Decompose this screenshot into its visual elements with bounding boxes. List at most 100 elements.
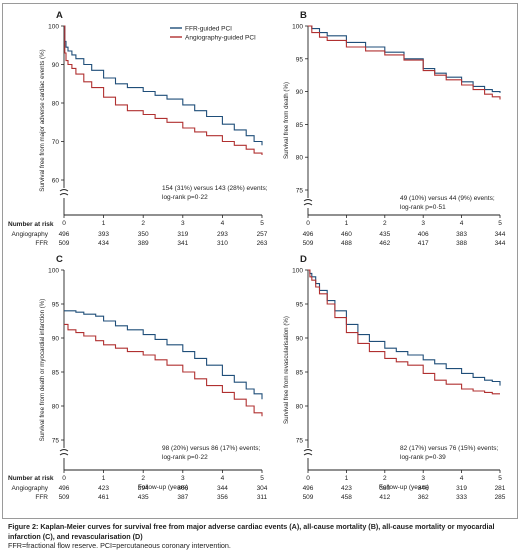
panel-d-risk-value: 458 bbox=[341, 494, 352, 501]
figure-frame bbox=[2, 3, 518, 519]
panel-d-x-tick-label: 3 bbox=[421, 475, 425, 482]
panel-d-x-axis-label: Follow-up (years) bbox=[379, 484, 429, 491]
panel-c-risk-value: 496 bbox=[59, 485, 70, 492]
panel-a-y-tick-label: 90 bbox=[52, 62, 60, 69]
panel-d-y-tick-label: 95 bbox=[296, 302, 304, 309]
panel-b-x-tick-label: 3 bbox=[421, 220, 425, 227]
panel-d-label: D bbox=[300, 254, 307, 265]
panel-a-risk-value: 310 bbox=[217, 240, 228, 247]
panel-a-x-tick-label: 5 bbox=[260, 220, 264, 227]
panel-d-risk-value: 285 bbox=[495, 494, 506, 501]
panel-b-annotation-line: 49 (10%) versus 44 (9%) events; bbox=[400, 195, 495, 202]
panel-a-y-tick-label: 100 bbox=[48, 24, 59, 31]
panel-b-risk-value: 462 bbox=[379, 240, 390, 247]
panel-d-annotation-line: log-rank p=0·39 bbox=[400, 454, 446, 461]
panel-c-y-tick-label: 85 bbox=[52, 370, 60, 377]
legend-label-angiography: Angiography-guided PCI bbox=[185, 35, 256, 42]
panel-b-risk-value: 388 bbox=[456, 240, 467, 247]
panel-b-y-tick-label: 75 bbox=[296, 188, 304, 195]
panel-c-label: C bbox=[56, 254, 63, 265]
panel-a-y-tick-label: 60 bbox=[52, 178, 60, 185]
panel-c-risk-value: 435 bbox=[138, 494, 149, 501]
panel-c-risk-value: 344 bbox=[217, 485, 228, 492]
panel-c-risk-value: 311 bbox=[257, 494, 268, 501]
panel-a-risk-value: 350 bbox=[138, 231, 149, 238]
panel-a-annotation-line: 154 (31%) versus 143 (28%) events; bbox=[162, 185, 268, 192]
panel-c-x-tick-label: 1 bbox=[102, 475, 106, 482]
panel-a-y-tick-label: 70 bbox=[52, 139, 60, 146]
panel-c-y-tick-label: 100 bbox=[48, 268, 59, 275]
panel-a-risk-value: 389 bbox=[138, 240, 149, 247]
panel-a-axis-break bbox=[59, 189, 69, 196]
panel-a-series-ffr-line bbox=[64, 25, 263, 146]
panel-d-y-axis-label: Survival free from revascularisation (%) bbox=[283, 316, 290, 424]
figure-caption: Figure 2: Kaplan-Meier curves for surviv… bbox=[8, 522, 514, 551]
panel-a-label: A bbox=[56, 10, 63, 21]
panel-c-risk-value: 387 bbox=[177, 494, 188, 501]
panel-a-series-angiography-line bbox=[64, 25, 263, 155]
panel-a-risk-value: 293 bbox=[217, 231, 228, 238]
panel-c-axis-break bbox=[59, 449, 69, 456]
panel-b-risk-value: 460 bbox=[341, 231, 352, 238]
panel-d-y-tick-label: 80 bbox=[296, 404, 304, 411]
risk-row-label: FFR bbox=[35, 240, 48, 247]
panel-c-x-tick-label: 2 bbox=[141, 475, 145, 482]
panel-c-risk-value: 394 bbox=[138, 485, 149, 492]
panel-c-y-axis-label: Survival free from death or myocardial i… bbox=[39, 299, 46, 442]
panel-c-risk-value: 423 bbox=[98, 485, 109, 492]
panel-c-y-tick-label: 90 bbox=[52, 336, 60, 343]
risk-row-label: FFR bbox=[35, 494, 48, 501]
caption-note: FFR=fractional flow reserve. PCI=percuta… bbox=[8, 541, 231, 551]
panel-d-series-angiography-line bbox=[308, 269, 500, 395]
panel-d-annotation-line: 82 (17%) versus 76 (15%) events; bbox=[400, 445, 498, 452]
panel-a-risk-value: 341 bbox=[177, 240, 188, 247]
panel-a-risk-value: 263 bbox=[257, 240, 268, 247]
panel-a-x-tick-label: 1 bbox=[102, 220, 106, 227]
panel-b-label: B bbox=[300, 10, 307, 21]
panel-d-risk-value: 281 bbox=[495, 485, 506, 492]
panel-d-x-tick-label: 1 bbox=[345, 475, 349, 482]
panel-b-annotation-line: log-rank p=0·51 bbox=[400, 204, 446, 211]
panel-a-risk-value: 509 bbox=[59, 240, 70, 247]
panel-b-risk-value: 509 bbox=[303, 240, 314, 247]
panel-a-annotation-line: log-rank p=0·22 bbox=[162, 194, 208, 201]
panel-c-annotation-line: 98 (20%) versus 86 (17%) events; bbox=[162, 445, 260, 452]
panel-d-x-tick-label: 0 bbox=[306, 475, 310, 482]
panel-b-risk-value: 417 bbox=[418, 240, 429, 247]
panel-b-y-axis-label: Survival free from death (%) bbox=[283, 82, 290, 159]
panel-b-x-tick-label: 1 bbox=[345, 220, 349, 227]
panel-b-y-tick-label: 95 bbox=[296, 56, 304, 63]
panel-d-risk-value: 423 bbox=[341, 485, 352, 492]
panel-c-x-tick-label: 4 bbox=[221, 475, 225, 482]
panel-b-risk-value: 344 bbox=[495, 240, 506, 247]
panel-b-x-tick-label: 2 bbox=[383, 220, 387, 227]
panel-d-risk-value: 412 bbox=[379, 494, 390, 501]
panel-a-x-tick-label: 2 bbox=[141, 220, 145, 227]
panel-d-risk-value: 496 bbox=[303, 485, 314, 492]
panel-b-risk-value: 496 bbox=[303, 231, 314, 238]
panel-c-risk-value: 509 bbox=[59, 494, 70, 501]
panel-d-risk-value: 362 bbox=[418, 494, 429, 501]
panel-c-x-tick-label: 0 bbox=[62, 475, 66, 482]
panel-d-axis-break bbox=[303, 449, 313, 456]
panel-c-series-ffr-line bbox=[64, 310, 263, 400]
panel-b-risk-value: 406 bbox=[418, 231, 429, 238]
panel-c-annotation-line: log-rank p=0·22 bbox=[162, 454, 208, 461]
panel-d-y-tick-label: 75 bbox=[296, 438, 304, 445]
panel-c-y-tick-label: 75 bbox=[52, 438, 60, 445]
risk-row-label: Angiography bbox=[12, 485, 49, 492]
panel-c-x-axis-label: Follow-up (years) bbox=[138, 484, 188, 491]
panel-c-y-tick-label: 80 bbox=[52, 404, 60, 411]
panel-c-x-tick-label: 5 bbox=[260, 475, 264, 482]
number-at-risk-label-a: Number at risk bbox=[8, 221, 54, 228]
panel-b-series-angiography-line bbox=[308, 25, 501, 100]
legend-label-ffr: FFR-guided PCI bbox=[185, 26, 232, 33]
panel-d-x-tick-label: 4 bbox=[460, 475, 464, 482]
panel-d-y-tick-label: 90 bbox=[296, 336, 304, 343]
panel-c-x-tick-label: 3 bbox=[181, 475, 185, 482]
panel-a-risk-value: 319 bbox=[177, 231, 188, 238]
panel-a-x-tick-label: 4 bbox=[221, 220, 225, 227]
panel-a-risk-value: 434 bbox=[98, 240, 109, 247]
panel-a-x-tick-label: 0 bbox=[62, 220, 66, 227]
